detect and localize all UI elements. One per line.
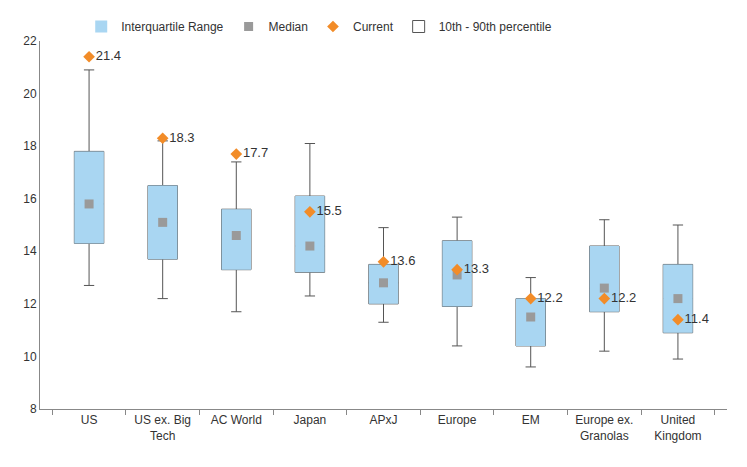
svg-text:US: US	[81, 413, 98, 427]
svg-text:10th - 90th percentile: 10th - 90th percentile	[439, 20, 552, 34]
svg-text:21.4: 21.4	[96, 48, 121, 63]
svg-text:18.3: 18.3	[169, 130, 194, 145]
svg-text:AC World: AC World	[211, 413, 262, 427]
svg-text:12.2: 12.2	[611, 290, 636, 305]
svg-text:Current: Current	[353, 20, 394, 34]
svg-text:EM: EM	[522, 413, 540, 427]
svg-text:15.5: 15.5	[317, 203, 342, 218]
svg-text:8: 8	[30, 402, 37, 416]
svg-text:18: 18	[23, 139, 37, 153]
svg-text:10: 10	[23, 350, 37, 364]
svg-text:Europe: Europe	[438, 413, 477, 427]
svg-text:APxJ: APxJ	[369, 413, 397, 427]
svg-text:11.4: 11.4	[685, 311, 709, 326]
svg-text:20: 20	[23, 87, 37, 101]
svg-text:16: 16	[23, 192, 37, 206]
svg-text:12: 12	[23, 297, 37, 311]
svg-text:UnitedKingdom: UnitedKingdom	[654, 413, 701, 443]
svg-text:Japan: Japan	[294, 413, 327, 427]
svg-text:Europe ex.Granolas: Europe ex.Granolas	[575, 413, 633, 443]
svg-text:12.2: 12.2	[537, 290, 562, 305]
svg-text:13.3: 13.3	[464, 261, 489, 276]
svg-text:Median: Median	[269, 20, 308, 34]
svg-text:22: 22	[23, 34, 37, 48]
svg-text:Interquartile Range: Interquartile Range	[121, 20, 223, 34]
svg-text:13.6: 13.6	[390, 253, 415, 268]
svg-text:US ex. BigTech: US ex. BigTech	[134, 413, 191, 443]
svg-text:17.7: 17.7	[243, 145, 268, 160]
svg-text:14: 14	[23, 244, 37, 258]
